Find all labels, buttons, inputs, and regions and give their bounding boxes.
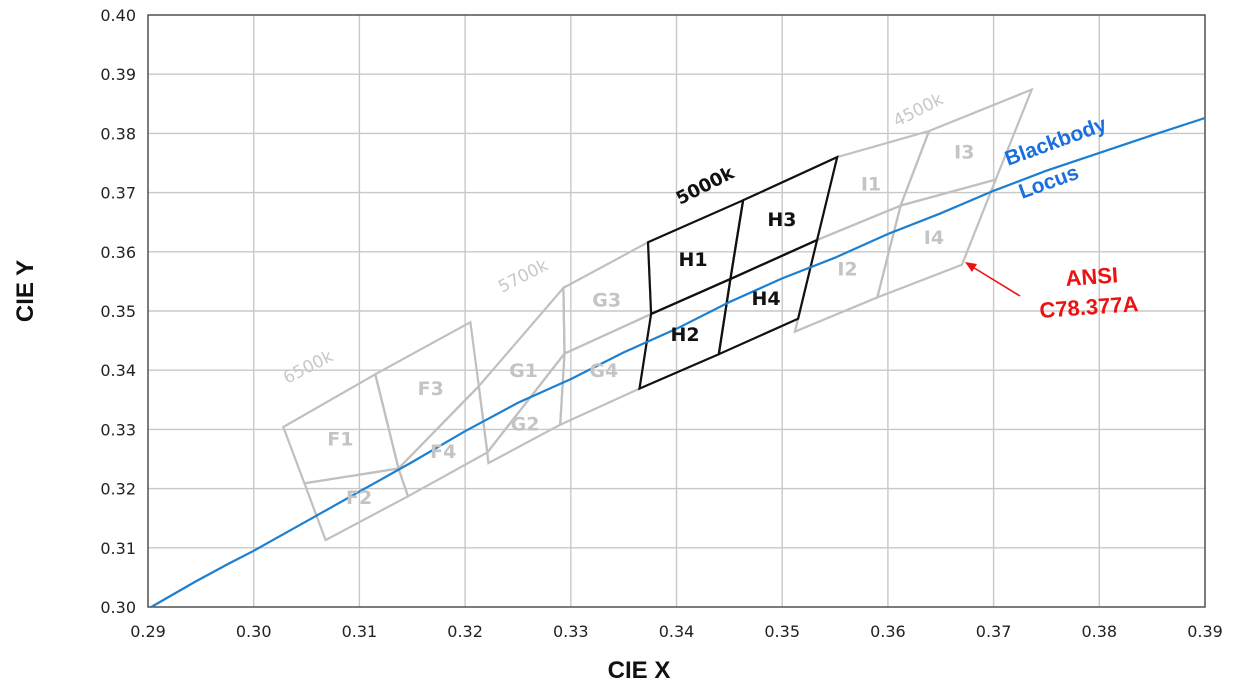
y-tick-label: 0.36 — [100, 243, 136, 262]
bin-label-g3: G3 — [592, 290, 621, 312]
x-tick-label: 0.33 — [553, 622, 589, 641]
y-tick-label: 0.40 — [100, 6, 136, 25]
x-tick-label: 0.38 — [1081, 622, 1117, 641]
x-tick-label: 0.37 — [976, 622, 1012, 641]
bin-label-g2: G2 — [511, 414, 540, 436]
blackbody-locus-line — [150, 116, 1206, 608]
x-axis-ticks: 0.29 0.30 0.31 0.32 0.33 0.34 0.35 0.36 0.37 0.38… — [130, 622, 1223, 641]
x-tick-label: 0.29 — [130, 622, 166, 641]
ansi-label-line2: C78.377A — [1039, 291, 1140, 323]
bin-label-f3: F3 — [418, 378, 444, 400]
x-tick-label: 0.39 — [1187, 622, 1223, 641]
y-axis-ticks: 0.30 0.31 0.32 0.33 0.34 0.35 0.36 0.37 0.38 0.39… — [100, 6, 136, 617]
cct-label-6500k: 6500k — [280, 346, 337, 388]
bin-label-i4: I4 — [924, 227, 944, 249]
bin-label-g4: G4 — [589, 360, 618, 382]
bin-label-i3: I3 — [954, 142, 974, 164]
ansi-bins — [281, 87, 1034, 542]
locus-label-line2: Locus — [1016, 161, 1082, 204]
y-tick-label: 0.38 — [100, 124, 136, 143]
ansi-label-line1: ANSI — [1065, 262, 1119, 291]
y-tick-label: 0.30 — [100, 598, 136, 617]
grid — [148, 15, 1205, 607]
x-tick-label: 0.35 — [764, 622, 800, 641]
bin-label-f4: F4 — [430, 441, 456, 463]
y-tick-label: 0.31 — [100, 539, 136, 558]
bin-label-f2: F2 — [346, 487, 372, 509]
bin-label-i1: I1 — [861, 173, 881, 195]
bin-label-f1: F1 — [327, 428, 353, 450]
y-tick-label: 0.35 — [100, 302, 136, 321]
bin-label-h2: H2 — [670, 324, 699, 346]
bin-label-h1: H1 — [679, 249, 708, 271]
ansi-arrow — [970, 265, 1021, 297]
x-axis-title: CIE X — [608, 657, 671, 684]
y-axis-title: CIE Y — [12, 260, 39, 322]
x-tick-label: 0.32 — [447, 622, 483, 641]
cct-label-5000k: 5000k — [673, 162, 739, 209]
x-tick-label: 0.36 — [870, 622, 906, 641]
y-tick-label: 0.32 — [100, 480, 136, 499]
x-tick-label: 0.31 — [342, 622, 378, 641]
x-tick-label: 0.30 — [236, 622, 272, 641]
bin-labels: F1 F2 F3 F4 G1 G2 G3 G4 H1 H2 H3 H4 I1 I2 I3 I4 — [327, 142, 974, 510]
y-tick-label: 0.34 — [100, 361, 136, 380]
bin-label-i2: I2 — [837, 259, 857, 281]
cct-label-4500k: 4500k — [890, 89, 947, 131]
bin-i4 — [875, 177, 998, 300]
ansi-arrow-head — [965, 262, 977, 272]
y-tick-label: 0.33 — [100, 420, 136, 439]
bin-label-h4: H4 — [752, 288, 781, 310]
y-tick-label: 0.39 — [100, 65, 136, 84]
bin-h4 — [717, 238, 819, 357]
bin-label-g1: G1 — [509, 360, 538, 382]
cct-label-5700k: 5700k — [495, 255, 552, 297]
plot-frame — [147, 14, 1206, 608]
bin-label-h3: H3 — [767, 209, 796, 231]
x-tick-label: 0.34 — [659, 622, 695, 641]
y-tick-label: 0.37 — [100, 184, 136, 203]
